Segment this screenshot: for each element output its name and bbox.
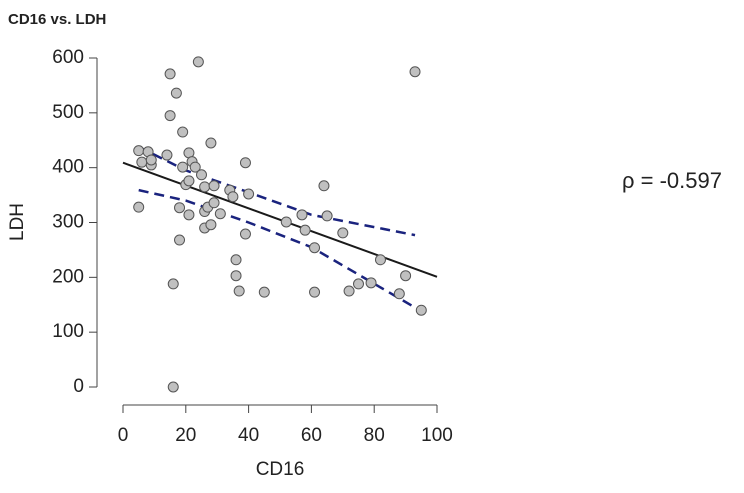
point: [299, 224, 311, 236]
point: [177, 126, 189, 138]
y-tick-label: 400: [52, 157, 84, 178]
point: [174, 202, 186, 214]
point: [133, 201, 145, 213]
point: [239, 228, 251, 240]
x-tick-label: 0: [118, 425, 129, 446]
confidence-band-lower: [138, 188, 426, 315]
x-tick-label: 20: [175, 425, 196, 446]
point: [374, 254, 386, 266]
y-tick-label: 200: [52, 266, 84, 287]
point: [258, 286, 270, 298]
point: [133, 145, 145, 157]
point: [183, 175, 195, 187]
point: [280, 216, 292, 228]
x-tick-label: 40: [238, 425, 259, 446]
annotation: ρ = -0.597: [622, 168, 722, 193]
point: [243, 188, 255, 200]
x-tick-label: 100: [421, 425, 453, 446]
point: [337, 227, 349, 239]
point: [145, 154, 157, 166]
point: [230, 270, 242, 282]
point: [321, 210, 333, 222]
point: [174, 234, 186, 246]
x-tick-label: 80: [364, 425, 385, 446]
x-tick-label: 60: [301, 425, 322, 446]
y-tick-label: 0: [73, 376, 84, 397]
point: [199, 181, 211, 193]
regression-line: [122, 161, 438, 278]
confidence-band-upper: [138, 145, 416, 237]
y-axis-label: LDH: [7, 203, 28, 241]
point: [415, 304, 427, 316]
point: [167, 381, 179, 393]
point: [309, 286, 321, 298]
point: [227, 191, 239, 203]
point: [318, 180, 330, 192]
y-tick-label: 100: [52, 321, 84, 342]
point: [196, 169, 207, 181]
point: [205, 219, 217, 231]
point: [192, 56, 204, 68]
y-tick-label: 600: [52, 47, 84, 68]
point: [183, 209, 195, 221]
point: [309, 242, 321, 254]
y-tick-label: 500: [52, 102, 84, 123]
point: [136, 156, 148, 168]
point: [164, 68, 176, 80]
point: [239, 157, 251, 169]
point: [393, 288, 405, 300]
point: [233, 285, 245, 297]
point: [164, 110, 176, 122]
point: [365, 277, 377, 289]
point: [189, 161, 201, 173]
point: [208, 197, 220, 209]
point: [161, 149, 173, 161]
point: [208, 180, 220, 192]
point: [230, 254, 242, 266]
y-tick-label: 300: [52, 212, 84, 233]
point: [167, 278, 179, 290]
point: [409, 66, 421, 78]
point: [353, 278, 364, 290]
point: [205, 137, 217, 149]
point: [214, 208, 226, 220]
point: [296, 209, 308, 221]
x-axis-label: CD16: [256, 459, 305, 480]
point: [170, 87, 182, 99]
chart-title: CD16 vs. LDH: [8, 11, 106, 28]
point: [177, 161, 189, 173]
point: [343, 285, 355, 297]
point: [400, 270, 412, 282]
